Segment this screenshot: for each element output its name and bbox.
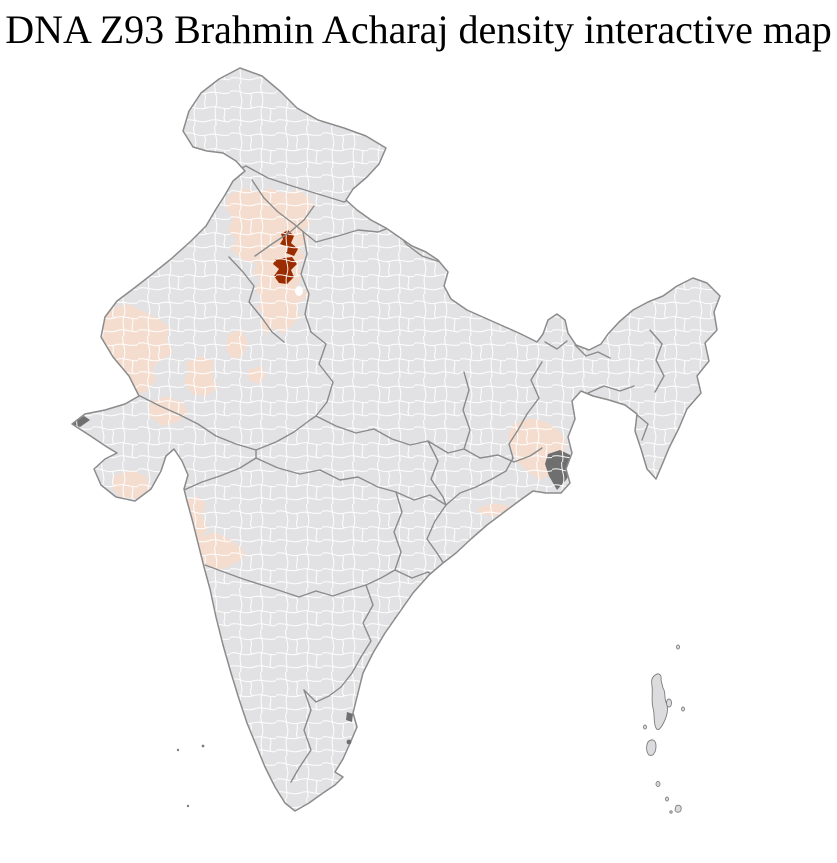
state-borders (139, 165, 665, 783)
lakshadweep-islands[interactable] (176, 744, 205, 808)
india-outline (71, 67, 721, 812)
page-title: DNA Z93 Brahmin Acharaj density interact… (5, 7, 832, 52)
puducherry-district[interactable] (346, 739, 352, 745)
chennai-district[interactable] (346, 712, 353, 722)
andaman-nicobar-islands[interactable] (643, 644, 685, 814)
